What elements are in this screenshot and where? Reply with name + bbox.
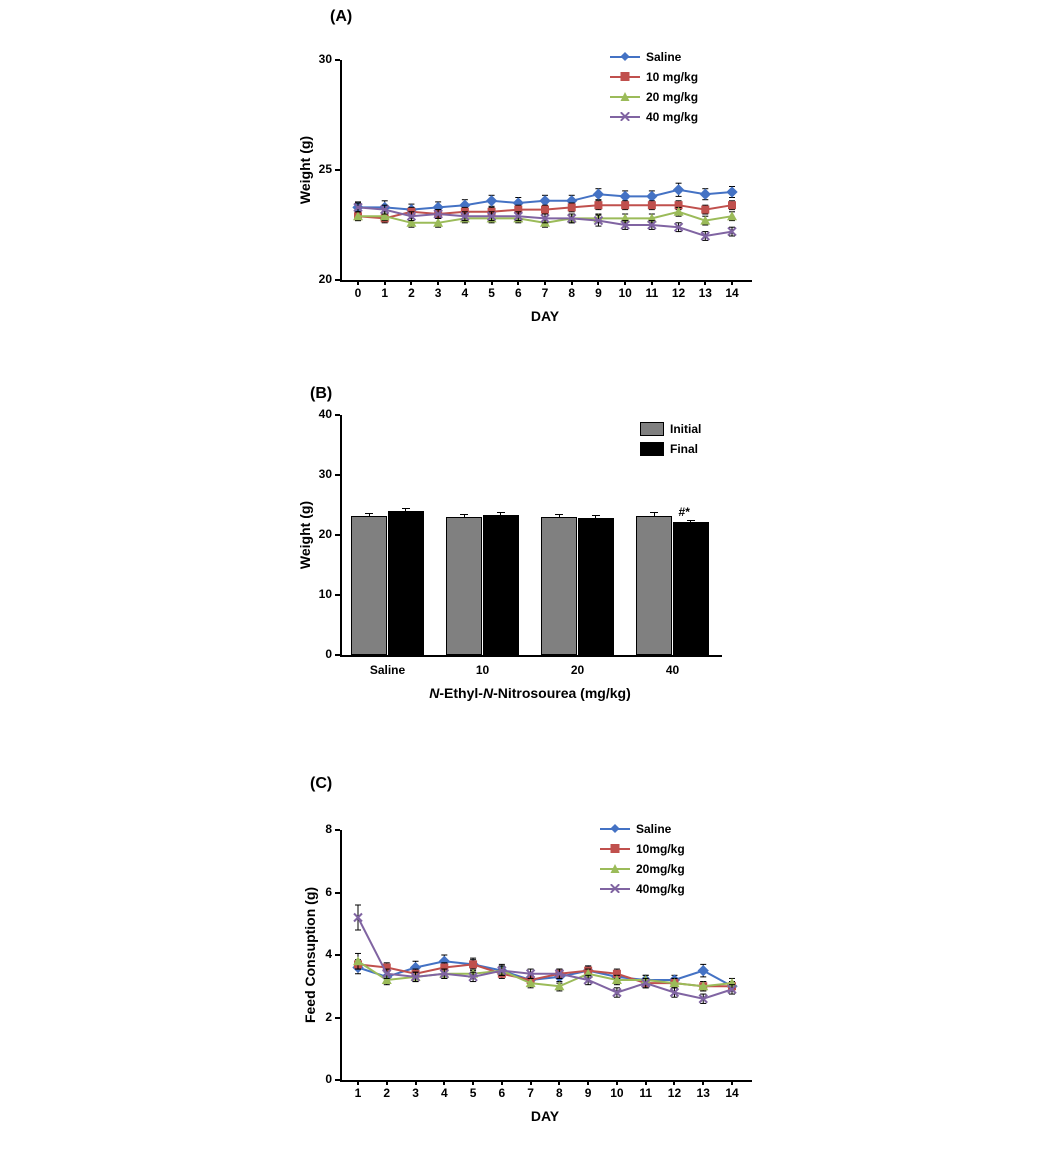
bar (541, 517, 577, 655)
legend-item: 10mg/kg (600, 840, 685, 858)
x-tick-label: Saline (358, 663, 418, 677)
y-tick-label: 0 (302, 647, 332, 661)
legend-item: Saline (600, 820, 685, 838)
x-tick-label: 7 (535, 286, 555, 300)
y-tick-label: 40 (302, 407, 332, 421)
legend-item: 20 mg/kg (610, 88, 698, 106)
legend-label: 10 mg/kg (646, 70, 698, 84)
figure-container: (A) (B) (C) Weight (g) DAY Saline10 mg/k… (0, 0, 1052, 1155)
legend-label: 20 mg/kg (646, 90, 698, 104)
legend-item: 40 mg/kg (610, 108, 698, 126)
chart-b-legend: Initial Final (640, 420, 701, 460)
x-tick-label: 9 (578, 1086, 598, 1100)
chart-b-xlabel: N-Ethyl-N-Nitrosourea (mg/kg) (340, 685, 720, 701)
x-tick-label: 13 (695, 286, 715, 300)
y-tick-label: 30 (300, 52, 332, 66)
y-tick-label: 6 (300, 885, 332, 899)
y-tick-label: 10 (302, 587, 332, 601)
annotation: #* (679, 505, 690, 519)
chart-a-legend: Saline 10 mg/kg 20 mg/kg 40 mg/kg (610, 48, 698, 128)
chart-c-plot (340, 830, 752, 1082)
legend-label: 40mg/kg (636, 882, 685, 896)
x-tick-label: 2 (401, 286, 421, 300)
bar (388, 511, 424, 655)
x-tick-label: 9 (588, 286, 608, 300)
x-tick-label: 1 (375, 286, 395, 300)
x-tick-label: 12 (664, 1086, 684, 1100)
x-tick-label: 6 (508, 286, 528, 300)
x-tick-label: 20 (548, 663, 608, 677)
y-tick-label: 2 (300, 1010, 332, 1024)
x-tick-label: 11 (636, 1086, 656, 1100)
x-tick-label: 2 (377, 1086, 397, 1100)
legend-label: Final (670, 442, 698, 456)
y-tick-label: 20 (302, 527, 332, 541)
x-tick-label: 7 (521, 1086, 541, 1100)
x-tick-label: 12 (669, 286, 689, 300)
x-tick-label: 10 (453, 663, 513, 677)
chart-c-xlabel: DAY (340, 1108, 750, 1124)
x-tick-label: 10 (607, 1086, 627, 1100)
legend-label: 40 mg/kg (646, 110, 698, 124)
x-tick-label: 13 (693, 1086, 713, 1100)
legend-item: Final (640, 440, 701, 458)
x-tick-label: 11 (642, 286, 662, 300)
legend-label: 20mg/kg (636, 862, 685, 876)
x-tick-label: 8 (549, 1086, 569, 1100)
y-tick-label: 8 (300, 822, 332, 836)
x-tick-label: 40 (643, 663, 703, 677)
y-tick-label: 25 (300, 162, 332, 176)
x-tick-label: 6 (492, 1086, 512, 1100)
legend-label: Initial (670, 422, 701, 436)
bar (673, 522, 709, 655)
y-tick-label: 30 (302, 467, 332, 481)
x-tick-label: 10 (615, 286, 635, 300)
bar (483, 515, 519, 655)
x-tick-label: 0 (348, 286, 368, 300)
x-tick-label: 14 (722, 286, 742, 300)
x-tick-label: 4 (434, 1086, 454, 1100)
x-tick-label: 4 (455, 286, 475, 300)
bar (446, 517, 482, 655)
x-tick-label: 5 (463, 1086, 483, 1100)
bar (351, 516, 387, 655)
legend-label: Saline (636, 822, 671, 836)
bar (636, 516, 672, 655)
panel-b-label: (B) (310, 385, 332, 403)
x-tick-label: 8 (562, 286, 582, 300)
y-tick-label: 4 (300, 947, 332, 961)
x-tick-label: 5 (482, 286, 502, 300)
chart-a-xlabel: DAY (340, 308, 750, 324)
panel-a-label: (A) (330, 8, 352, 26)
x-tick-label: 1 (348, 1086, 368, 1100)
legend-label: Saline (646, 50, 681, 64)
panel-c-label: (C) (310, 775, 332, 793)
legend-label: 10mg/kg (636, 842, 685, 856)
y-tick-label: 20 (300, 272, 332, 286)
chart-c-legend: Saline 10mg/kg 20mg/kg 40mg/kg (600, 820, 685, 900)
legend-item: Saline (610, 48, 698, 66)
bar (578, 518, 614, 655)
x-tick-label: 14 (722, 1086, 742, 1100)
x-tick-label: 3 (428, 286, 448, 300)
legend-item: Initial (640, 420, 701, 438)
x-tick-label: 3 (406, 1086, 426, 1100)
legend-item: 10 mg/kg (610, 68, 698, 86)
legend-item: 20mg/kg (600, 860, 685, 878)
y-tick-label: 0 (300, 1072, 332, 1086)
legend-item: 40mg/kg (600, 880, 685, 898)
